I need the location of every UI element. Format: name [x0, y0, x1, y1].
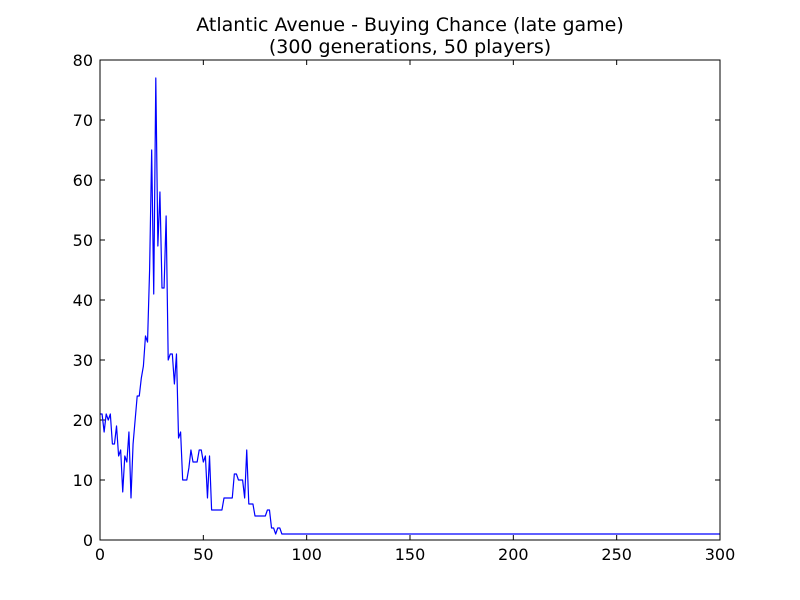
- plot-area-frame: [99, 59, 721, 541]
- x-tick-label: 250: [601, 545, 632, 564]
- y-tick-label: 80: [73, 51, 93, 70]
- x-tick-label: 0: [95, 545, 105, 564]
- chart-title: Atlantic Avenue - Buying Chance (late ga…: [196, 14, 624, 36]
- y-tick-label: 60: [73, 171, 93, 190]
- x-tick-label: 300: [705, 545, 736, 564]
- axis-ticks: [99, 59, 721, 541]
- y-tick-label: 70: [73, 111, 93, 130]
- y-tick-label: 30: [73, 351, 93, 370]
- y-tick-label: 0: [83, 531, 93, 550]
- series-line: [100, 77, 720, 535]
- y-tick-label: 10: [73, 471, 93, 490]
- y-tick-label: 20: [73, 411, 93, 430]
- y-tick-label: 40: [73, 291, 93, 310]
- x-tick-label: 150: [395, 545, 426, 564]
- x-tick-label: 50: [193, 545, 213, 564]
- y-tick-label: 50: [73, 231, 93, 250]
- chart-subtitle: (300 generations, 50 players): [269, 36, 551, 58]
- x-tick-label: 100: [291, 545, 322, 564]
- x-tick-label: 200: [498, 545, 529, 564]
- axis-tick-labels: 0 50 100 150 200 250 300 0 10 20 30 40 50 60 70 80: [73, 51, 736, 564]
